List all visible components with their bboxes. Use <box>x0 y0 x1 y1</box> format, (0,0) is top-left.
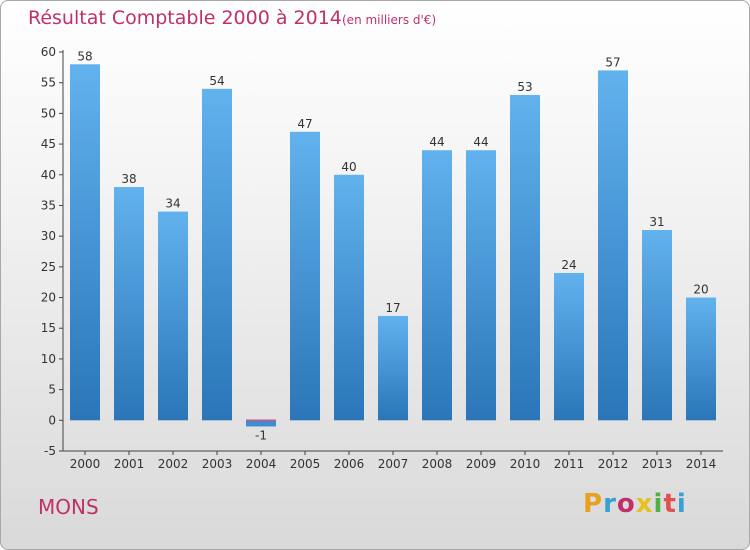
logo-letter: t <box>663 489 677 519</box>
x-tick-label: 2008 <box>422 457 453 471</box>
bar <box>554 272 584 421</box>
bar-value-label: 44 <box>429 135 444 149</box>
y-tick-label: 40 <box>41 168 56 182</box>
y-tick-label: 25 <box>41 260 56 274</box>
x-tick-label: 2009 <box>466 457 497 471</box>
bar <box>246 420 276 427</box>
bar-value-label: -1 <box>255 428 267 442</box>
logo-letter: P <box>583 489 604 519</box>
x-tick-label: 2010 <box>510 457 541 471</box>
x-tick-label: 2003 <box>202 457 233 471</box>
y-tick-label: 30 <box>41 229 56 243</box>
bar <box>334 174 364 421</box>
logo-letter: o <box>616 489 636 519</box>
bar <box>642 230 672 421</box>
bar <box>686 297 716 421</box>
bar <box>290 131 320 421</box>
y-tick-label: 5 <box>48 383 56 397</box>
bar-value-label: 58 <box>77 49 92 63</box>
logo-letter: x <box>635 489 654 519</box>
x-tick-label: 2007 <box>378 457 409 471</box>
bar-value-label: 38 <box>121 172 136 186</box>
y-tick-label: 10 <box>41 352 56 366</box>
chart-subtitle: (en milliers d'€) <box>342 13 437 27</box>
bar-value-label: 57 <box>605 55 620 69</box>
bar-value-label: 24 <box>561 258 576 272</box>
x-tick-label: 2013 <box>642 457 673 471</box>
x-tick-label: 2006 <box>334 457 365 471</box>
x-tick-label: 2001 <box>114 457 145 471</box>
bar <box>378 315 408 421</box>
x-tick-label: 2000 <box>70 457 101 471</box>
x-tick-label: 2012 <box>598 457 629 471</box>
bar <box>70 64 100 421</box>
y-tick-label: 0 <box>48 413 56 427</box>
bar-value-label: 31 <box>649 215 664 229</box>
y-tick-label: 20 <box>41 291 56 305</box>
bar <box>466 150 496 421</box>
x-tick-label: 2004 <box>246 457 277 471</box>
proxiti-logo: Proxiti <box>583 489 687 519</box>
chart-title: Résultat Comptable 2000 à 2014 <box>28 7 342 29</box>
x-tick-label: 2014 <box>686 457 717 471</box>
bar-value-label: 54 <box>209 74 224 88</box>
bar <box>202 88 232 421</box>
y-tick-label: 50 <box>41 106 56 120</box>
y-tick-label: 35 <box>41 198 56 212</box>
bar <box>114 187 144 421</box>
x-tick-label: 2011 <box>554 457 585 471</box>
bar-value-label: 20 <box>693 283 708 297</box>
bar-value-label: 53 <box>517 80 532 94</box>
logo-letter: i <box>676 489 687 519</box>
bar <box>158 211 188 421</box>
bar-value-label: 40 <box>341 160 356 174</box>
y-tick-label: 55 <box>41 76 56 90</box>
bar <box>510 94 540 421</box>
place-name: MONS <box>38 495 99 519</box>
bar <box>598 70 628 421</box>
y-tick-label: 60 <box>41 45 56 59</box>
bar-value-label: 47 <box>297 117 312 131</box>
y-tick-label: 15 <box>41 321 56 335</box>
bar-value-label: 34 <box>165 197 180 211</box>
y-tick-label: -5 <box>44 444 56 458</box>
logo-letter: i <box>653 489 664 519</box>
x-tick-label: 2002 <box>158 457 189 471</box>
bar-value-label: 44 <box>473 135 488 149</box>
bar <box>422 150 452 421</box>
y-tick-label: 45 <box>41 137 56 151</box>
x-tick-label: 2005 <box>290 457 321 471</box>
bar-value-label: 17 <box>385 301 400 315</box>
logo-letter: r <box>603 489 617 519</box>
